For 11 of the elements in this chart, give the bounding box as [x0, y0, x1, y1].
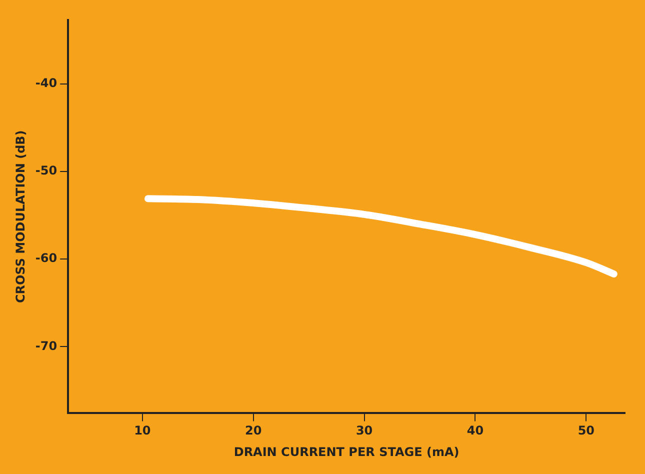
x-tick-label: 10 — [134, 424, 151, 438]
x-tick-label: 30 — [356, 424, 373, 438]
y-tick-label: -60 — [35, 251, 58, 266]
x-tick-label: 20 — [245, 424, 262, 438]
y-tick-label: -50 — [35, 164, 58, 178]
y-tick-label: -70 — [35, 338, 58, 353]
y-tick-label: -40 — [35, 76, 58, 90]
x-axis-title: DRAIN CURRENT PER STAGE (mA) — [234, 444, 460, 459]
x-tick-label: 40 — [466, 424, 484, 438]
y-axis-title: CROSS MODULATION (dB) — [13, 130, 28, 304]
x-tick-label: 50 — [578, 424, 595, 438]
